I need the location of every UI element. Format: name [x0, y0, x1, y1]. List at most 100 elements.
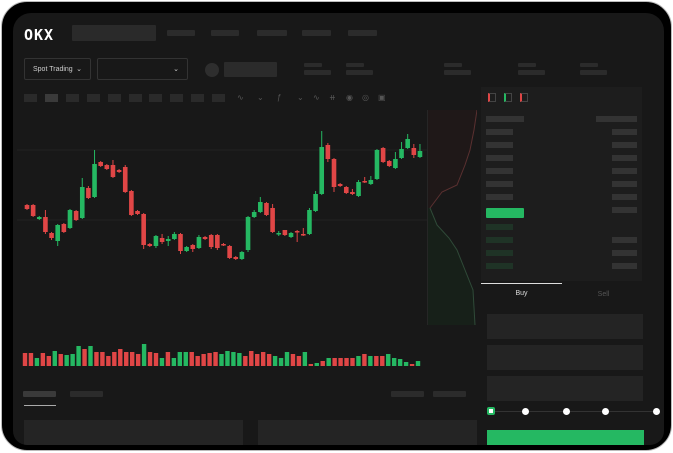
candle — [43, 210, 48, 234]
indicator-icon[interactable]: ƒ — [277, 93, 282, 102]
settings-icon[interactable]: ◎ — [362, 93, 369, 102]
draw-line-icon[interactable]: ∿ — [313, 93, 320, 102]
candle — [79, 178, 85, 219]
candle — [221, 243, 226, 246]
slider-step-50[interactable] — [563, 408, 570, 415]
slider-step-100[interactable] — [653, 408, 660, 415]
interval-button[interactable] — [170, 94, 183, 102]
candle-body — [301, 234, 306, 236]
pair-dropdown[interactable]: ⌄ — [97, 58, 188, 80]
candle — [92, 150, 97, 198]
candle-body — [147, 244, 153, 246]
candle-body — [73, 211, 79, 220]
candle — [313, 191, 318, 212]
nav-item-3[interactable] — [257, 30, 287, 36]
volume-bar — [40, 353, 46, 366]
candle — [135, 210, 140, 215]
orderbook-amount — [612, 142, 637, 148]
nav-item-1[interactable] — [167, 30, 195, 36]
orderbook-price[interactable] — [486, 237, 513, 243]
interval-button[interactable] — [66, 94, 79, 102]
orderbook-price[interactable] — [486, 155, 513, 161]
filter-button[interactable] — [433, 391, 466, 397]
orderbook-both-icon[interactable] — [488, 93, 496, 102]
candle-body — [24, 205, 30, 209]
total-input[interactable] — [487, 376, 643, 401]
search-input[interactable] — [72, 25, 156, 41]
orderbook-price[interactable] — [486, 224, 513, 230]
slider-handle[interactable] — [487, 407, 495, 415]
orderbook-buy-icon[interactable] — [504, 93, 512, 102]
chevron-down-icon: ⌄ — [76, 66, 82, 73]
volume-bar — [141, 344, 147, 366]
candle — [104, 164, 110, 170]
nav-item-5[interactable] — [348, 30, 377, 36]
orderbook-amount — [612, 129, 637, 135]
nav-item-2[interactable] — [211, 30, 239, 36]
interval-button[interactable] — [87, 94, 100, 102]
candle — [141, 213, 146, 249]
orderbook-price[interactable] — [486, 181, 513, 187]
volume-bar — [135, 354, 141, 366]
tab-buy[interactable]: Buy — [515, 290, 528, 297]
chevron-down-icon[interactable]: ⌄ — [297, 93, 304, 102]
stat-value — [580, 70, 607, 75]
chart-type-icon[interactable]: ∿ — [237, 93, 244, 102]
fullscreen-icon[interactable]: ▣ — [378, 93, 386, 102]
orderbook-amount — [612, 194, 637, 200]
interval-button-active[interactable] — [45, 94, 58, 102]
interval-button[interactable] — [191, 94, 204, 102]
interval-button[interactable] — [212, 94, 225, 102]
candle-body — [233, 257, 239, 259]
candle-body — [276, 233, 282, 235]
chevron-down-icon[interactable]: ⌄ — [257, 93, 264, 102]
orderbook-price[interactable] — [486, 129, 513, 135]
amount-input[interactable] — [487, 345, 643, 370]
nav-item-4[interactable] — [302, 30, 331, 36]
last-price-badge — [486, 208, 524, 218]
candle-body — [221, 244, 226, 246]
tab-sell[interactable]: Sell — [597, 291, 610, 298]
candle — [258, 197, 263, 213]
candlestick-chart[interactable] — [17, 110, 427, 370]
volume-bar — [219, 354, 224, 366]
candle — [307, 208, 312, 235]
tab-open-orders[interactable] — [23, 391, 56, 397]
buy-button[interactable] — [487, 430, 644, 445]
orderbook-price[interactable] — [486, 194, 513, 200]
candle-body — [153, 236, 159, 246]
orderbook-price[interactable] — [486, 168, 513, 174]
candle-body — [178, 234, 183, 251]
interval-button[interactable] — [149, 94, 162, 102]
interval-button[interactable] — [129, 94, 142, 102]
camera-icon[interactable]: ◉ — [346, 93, 353, 102]
spot-trading-dropdown[interactable]: Spot Trading ⌄ — [24, 58, 91, 80]
candle — [129, 190, 134, 216]
slider-step-75[interactable] — [602, 408, 609, 415]
candle-body — [356, 182, 361, 196]
orderbook-amount — [612, 168, 637, 174]
orderbook-sell-icon[interactable] — [520, 93, 528, 102]
interval-button[interactable] — [108, 94, 121, 102]
price-input[interactable] — [487, 314, 643, 339]
ruler-icon[interactable]: ⧺ — [329, 93, 336, 102]
interval-button[interactable] — [24, 94, 37, 102]
candle-body — [190, 245, 196, 249]
orderbook-price[interactable] — [486, 250, 513, 256]
candle-body — [270, 208, 275, 232]
candle — [116, 169, 122, 173]
filter-button[interactable] — [391, 391, 424, 397]
candle — [343, 186, 349, 194]
orderbook-price[interactable] — [486, 142, 513, 148]
slider-step-25[interactable] — [522, 408, 529, 415]
tab-order-history[interactable] — [70, 391, 103, 397]
volume-bar — [112, 352, 117, 366]
candle-body — [319, 147, 325, 194]
candle-body — [172, 234, 177, 239]
slider-track[interactable] — [491, 411, 657, 412]
volume-bar — [70, 354, 75, 366]
volume-bar — [100, 352, 105, 366]
orderbook-amount — [612, 155, 637, 161]
candle-body — [184, 247, 189, 251]
orderbook-price[interactable] — [486, 263, 513, 269]
